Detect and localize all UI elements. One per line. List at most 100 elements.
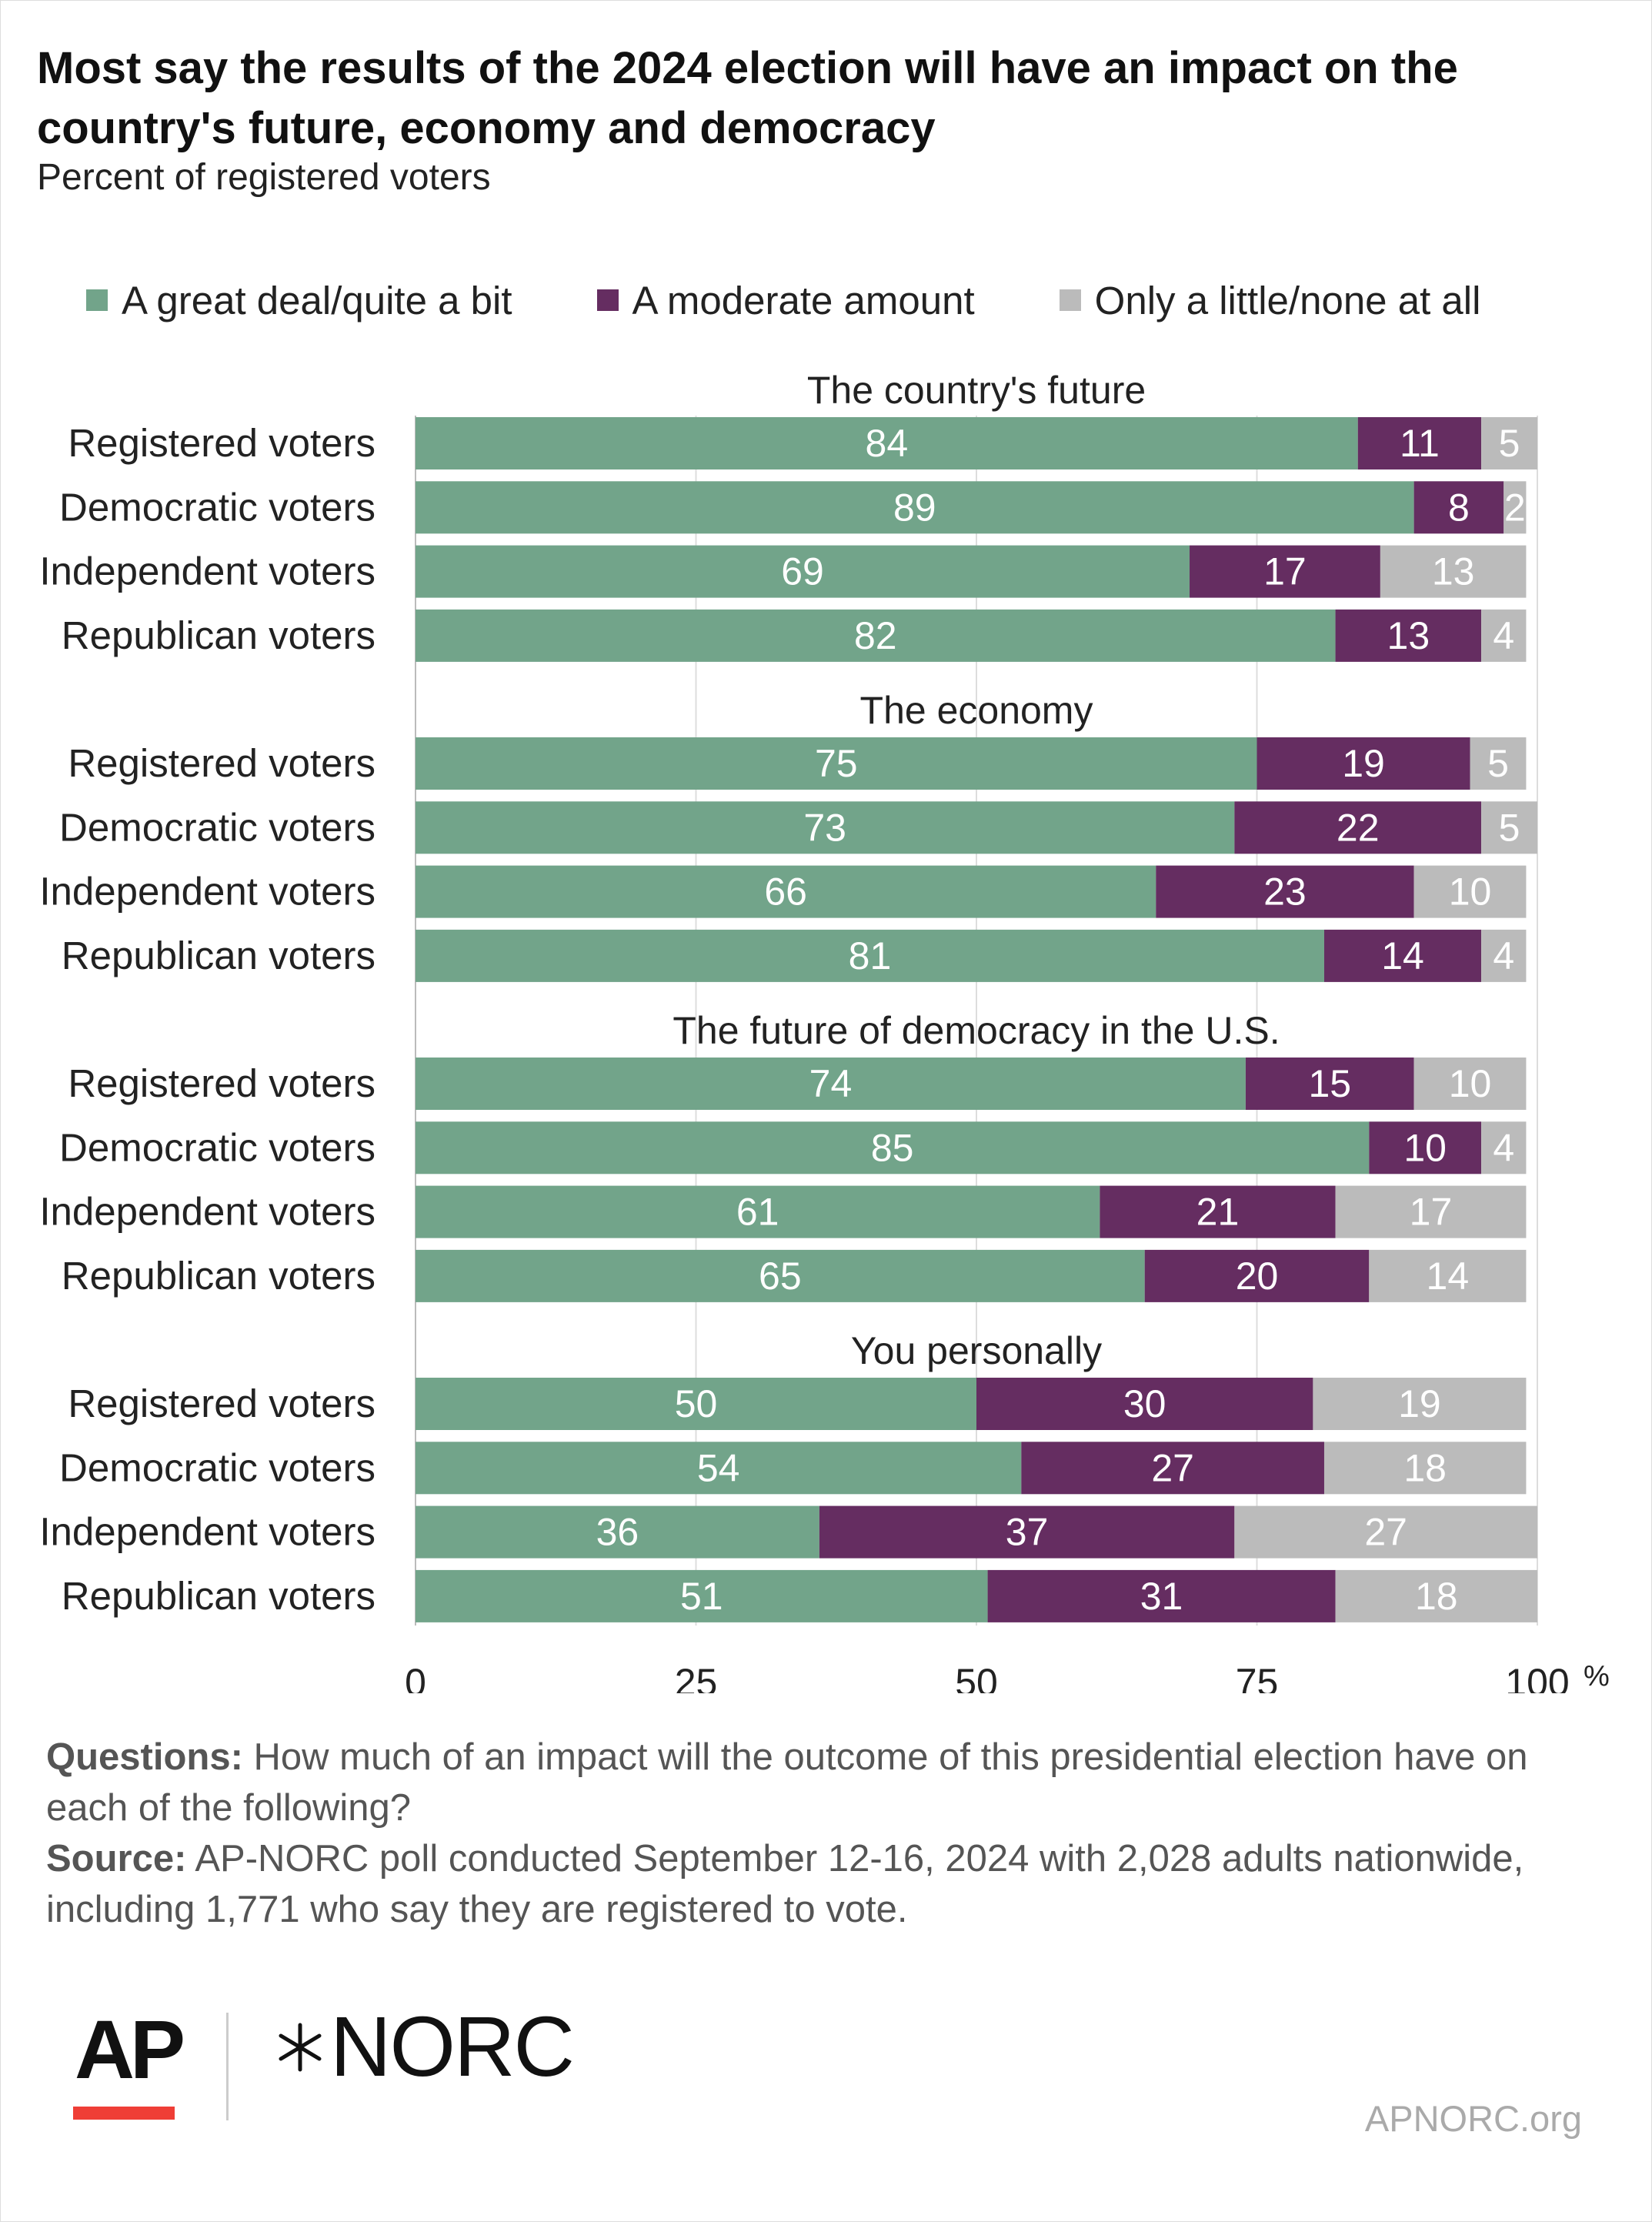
norc-logo: NORC (273, 1998, 575, 2096)
data-label: 5 (1499, 422, 1520, 465)
data-label: 10 (1449, 870, 1492, 914)
x-tick-label: 100 (1505, 1661, 1569, 1693)
bar-segment (1313, 1378, 1527, 1430)
logo-divider (226, 2013, 229, 2120)
group-title: The economy (860, 689, 1093, 732)
x-tick-label: 50 (955, 1661, 998, 1693)
bar-segment (416, 1121, 1370, 1174)
x-unit-label: % (1584, 1660, 1610, 1692)
bar-segment (1323, 1442, 1527, 1495)
bar-segment (1481, 417, 1537, 469)
bar-segment (1369, 1121, 1482, 1174)
data-label: 14 (1427, 1255, 1470, 1298)
bar-segment (1257, 737, 1470, 790)
legend-swatch (596, 289, 619, 311)
bar-segment (416, 1569, 988, 1622)
data-label: 11 (1400, 422, 1440, 465)
data-label: 13 (1387, 614, 1430, 657)
data-label: 73 (803, 806, 846, 849)
row-label: Registered voters (68, 741, 375, 785)
bar-segment (416, 865, 1156, 918)
data-label: 50 (675, 1382, 718, 1425)
data-label: 74 (809, 1062, 853, 1105)
data-label: 27 (1151, 1446, 1194, 1489)
row-label: Independent voters (39, 1190, 375, 1234)
legend-label: A great deal/quite a bit (122, 278, 512, 322)
data-label: 2 (1504, 486, 1526, 529)
legend-swatch (1059, 289, 1081, 311)
bar-segment (1100, 1185, 1336, 1238)
norc-logo-text: NORC (330, 2000, 575, 2094)
bar-segment (819, 1505, 1235, 1559)
ap-logo: AP (75, 2003, 185, 2096)
data-label: 69 (781, 550, 824, 593)
data-label: 13 (1432, 550, 1475, 593)
data-label: 37 (1006, 1511, 1049, 1554)
bar-segment (416, 1442, 1022, 1495)
bar-segment (416, 1378, 976, 1430)
group-title: The future of democracy in the U.S. (672, 1009, 1280, 1052)
bar-segment (416, 545, 1190, 598)
row-label: Democratic voters (59, 485, 375, 529)
bar-segment (416, 1249, 1145, 1302)
bar-segment (416, 929, 1324, 982)
legend-swatch (86, 289, 108, 311)
bar-segment (1380, 545, 1527, 598)
chart-subtitle: Percent of registered voters (37, 157, 491, 198)
bar-segment (416, 1185, 1100, 1238)
data-label: 81 (849, 934, 892, 977)
bar-segment (1481, 1121, 1527, 1174)
source-note: Source: AP-NORC poll conducted September… (46, 1833, 1600, 1935)
data-label: 4 (1493, 934, 1514, 977)
bar-segment (1190, 545, 1380, 598)
row-label: Republican voters (62, 1254, 375, 1298)
bar-segment (1470, 737, 1527, 790)
questions-text: How much of an impact will the outcome o… (46, 1736, 1528, 1829)
bar-segment (1357, 417, 1482, 469)
bar-segment (1481, 609, 1527, 662)
bar-segment (1021, 1442, 1324, 1495)
row-label: Republican voters (62, 1574, 375, 1618)
row-label: Registered voters (68, 1061, 375, 1105)
row-label: Republican voters (62, 934, 375, 977)
x-tick-label: 25 (675, 1661, 718, 1693)
data-label: 82 (854, 614, 897, 657)
data-label: 20 (1236, 1255, 1279, 1298)
bar-segment (1413, 1058, 1527, 1110)
data-label: 65 (759, 1255, 802, 1298)
questions-note: Questions: How much of an impact will th… (46, 1732, 1600, 1833)
data-label: 75 (815, 742, 858, 785)
bar-segment (1245, 1058, 1414, 1110)
data-label: 89 (893, 486, 936, 529)
legend-item: A moderate amount (596, 278, 975, 323)
bar-segment (1413, 865, 1527, 918)
bar-segment (416, 737, 1257, 790)
data-label: 19 (1342, 742, 1385, 785)
legend-item: A great deal/quite a bit (86, 278, 512, 323)
data-label: 51 (680, 1575, 723, 1618)
norc-star-icon (279, 2023, 322, 2071)
data-label: 18 (1403, 1446, 1447, 1489)
row-label: Democratic voters (59, 805, 375, 849)
bar-segment (1323, 929, 1482, 982)
bar-segment (1335, 609, 1482, 662)
data-label: 5 (1487, 742, 1509, 785)
legend: A great deal/quite a bit A moderate amoun… (86, 273, 1625, 327)
row-label: Registered voters (68, 1382, 375, 1425)
bar-segment (1481, 801, 1537, 854)
bar-segment (416, 1505, 819, 1559)
bar-segment (416, 801, 1235, 854)
source-text: AP-NORC poll conducted September 12-16, … (46, 1838, 1524, 1930)
data-label: 22 (1337, 806, 1380, 849)
row-label: Democratic voters (59, 1125, 375, 1169)
bar-segment (1369, 1249, 1527, 1302)
bar-segment (416, 1058, 1246, 1110)
data-label: 10 (1403, 1126, 1447, 1169)
data-label: 14 (1381, 934, 1424, 977)
row-label: Democratic voters (59, 1445, 375, 1489)
data-label: 36 (596, 1511, 639, 1554)
data-label: 66 (764, 870, 807, 914)
bar-segment (1156, 865, 1414, 918)
data-label: 17 (1410, 1191, 1453, 1234)
data-label: 30 (1123, 1382, 1166, 1425)
